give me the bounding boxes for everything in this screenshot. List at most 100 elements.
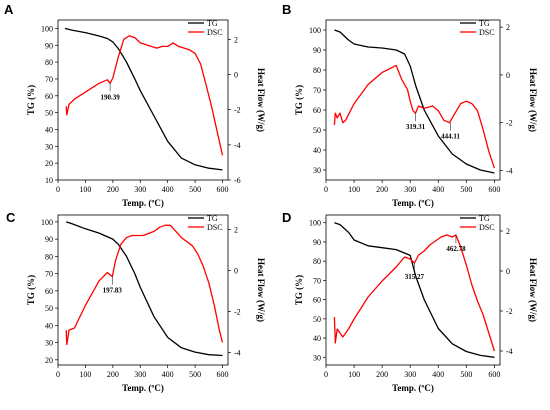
y-right-tick-label: -2 xyxy=(234,106,241,115)
y-left-tick-label: 70 xyxy=(45,270,53,279)
y-left-tick-label: 30 xyxy=(313,353,321,362)
series-line-dsc xyxy=(333,64,496,169)
panel-d: D 0 100 200 300 400 500 600 30 40 50 60 70 80 90 100 2 0 -… xyxy=(282,210,538,393)
y-right-axis-label: Heat Flow (W/g) xyxy=(528,258,538,322)
x-tick-label: 600 xyxy=(217,370,229,379)
x-tick-label: 200 xyxy=(376,370,388,379)
y-right-tick-label: 2 xyxy=(506,23,510,32)
y-left-tick-label: 70 xyxy=(45,75,53,84)
series-line-dsc xyxy=(65,224,224,346)
y-left-tick-label: 100 xyxy=(41,24,53,33)
panel-b: B 0 100 200 300 400 500 600 30 40 50 60 70 80 90 100 2 0 -… xyxy=(282,2,538,208)
y-left-tick-label: 90 xyxy=(313,46,321,55)
series-line-dsc xyxy=(65,35,224,156)
y-left-tick-label: 80 xyxy=(45,252,53,261)
y-right-axis-label: Heat Flow (W/g) xyxy=(256,258,266,322)
y-right-tick-label: -4 xyxy=(234,141,241,150)
legend-label: DSC xyxy=(479,223,495,232)
y-left-tick-label: 40 xyxy=(313,334,321,343)
x-axis-label: Temp. (ºC) xyxy=(392,383,434,393)
y-left-axis-label: TG (%) xyxy=(26,85,36,115)
y-left-tick-label: 60 xyxy=(313,106,321,115)
y-left-tick-label: 50 xyxy=(313,315,321,324)
y-left-tick-label: 50 xyxy=(313,126,321,135)
panel-letter: C xyxy=(6,210,16,225)
legend-label: TG xyxy=(207,19,218,28)
y-left-tick-label: 20 xyxy=(45,356,53,365)
y-left-tick-label: 30 xyxy=(313,166,321,175)
panel-letter: B xyxy=(282,2,291,17)
y-left-tick-label: 90 xyxy=(313,238,321,247)
plot-frame xyxy=(325,19,501,181)
x-tick-label: 600 xyxy=(488,185,500,194)
x-tick-label: 500 xyxy=(460,185,472,194)
y-right-tick-label: 0 xyxy=(506,71,510,80)
x-axis-label: Temp. (ºC) xyxy=(122,383,164,393)
annotation-label: 444.11 xyxy=(441,133,460,141)
legend-label: DSC xyxy=(207,28,223,37)
x-tick-label: 0 xyxy=(324,185,328,194)
x-tick-label: 300 xyxy=(134,185,146,194)
y-left-axis-label: TG (%) xyxy=(26,275,36,305)
y-left-axis-label: TG (%) xyxy=(294,275,304,305)
plot-frame xyxy=(325,214,501,366)
y-left-tick-label: 30 xyxy=(45,142,53,151)
y-right-tick-label: 0 xyxy=(234,266,238,275)
x-tick-label: 200 xyxy=(376,185,388,194)
y-left-tick-label: 100 xyxy=(309,26,321,35)
series-line-tg xyxy=(64,27,223,171)
legend-label: TG xyxy=(207,214,218,223)
x-tick-label: 500 xyxy=(460,370,472,379)
annotation-label: 315.27 xyxy=(405,273,425,281)
y-left-tick-label: 40 xyxy=(313,146,321,155)
y-left-tick-label: 90 xyxy=(45,235,53,244)
y-right-tick-label: -2 xyxy=(506,307,513,316)
y-left-tick-label: 60 xyxy=(313,296,321,305)
annotation-label: 197.83 xyxy=(103,287,123,295)
y-left-tick-label: 70 xyxy=(313,276,321,285)
y-left-tick-label: 50 xyxy=(45,109,53,118)
y-left-tick-label: 30 xyxy=(45,339,53,348)
panel-c: C0 100 200 300 400 500 60020304050607080901002… xyxy=(6,210,266,393)
y-left-tick-label: 100 xyxy=(41,218,53,227)
y-left-tick-label: 40 xyxy=(45,321,53,330)
y-right-tick-label: 0 xyxy=(506,267,510,276)
y-left-tick-label: 70 xyxy=(313,86,321,95)
annotation-label: 190.39 xyxy=(100,93,120,101)
series-line-tg xyxy=(66,221,223,357)
legend-label: DSC xyxy=(207,223,223,232)
legend-label: TG xyxy=(479,214,490,223)
y-left-tick-label: 60 xyxy=(45,92,53,101)
y-left-tick-label: 80 xyxy=(313,66,321,75)
y-left-tick-label: 80 xyxy=(313,257,321,266)
y-left-tick-label: 90 xyxy=(45,41,53,50)
x-tick-label: 300 xyxy=(134,370,146,379)
plot-frame xyxy=(57,19,229,181)
y-left-tick-label: 60 xyxy=(45,287,53,296)
x-tick-label: 100 xyxy=(79,185,91,194)
annotation-label: 319.31 xyxy=(406,123,426,131)
y-right-tick-label: -4 xyxy=(506,166,513,175)
x-tick-label: 300 xyxy=(404,370,416,379)
x-axis-label: Temp. (ºC) xyxy=(392,198,434,208)
x-tick-label: 500 xyxy=(189,185,201,194)
x-tick-label: 600 xyxy=(488,370,500,379)
panel-letter: D xyxy=(282,210,291,225)
y-right-tick-label: -4 xyxy=(234,349,241,358)
x-tick-label: 300 xyxy=(404,185,416,194)
legend-label: TG xyxy=(479,19,490,28)
x-tick-label: 400 xyxy=(432,370,444,379)
y-left-tick-label: 100 xyxy=(309,219,321,228)
x-tick-label: 400 xyxy=(162,370,174,379)
panel-a: A0 100 200 300 400 500 60010203040506070809010… xyxy=(4,2,266,208)
x-tick-label: 0 xyxy=(56,185,60,194)
y-right-tick-label: -6 xyxy=(234,176,241,185)
x-tick-label: 200 xyxy=(107,370,119,379)
y-left-tick-label: 50 xyxy=(45,304,53,313)
y-right-tick-label: 2 xyxy=(234,225,238,234)
y-right-tick-label: -4 xyxy=(506,347,513,356)
y-right-tick-label: 2 xyxy=(506,227,510,236)
y-right-axis-label: Heat Flow (W/g) xyxy=(528,68,538,132)
x-tick-label: 0 xyxy=(56,370,60,379)
